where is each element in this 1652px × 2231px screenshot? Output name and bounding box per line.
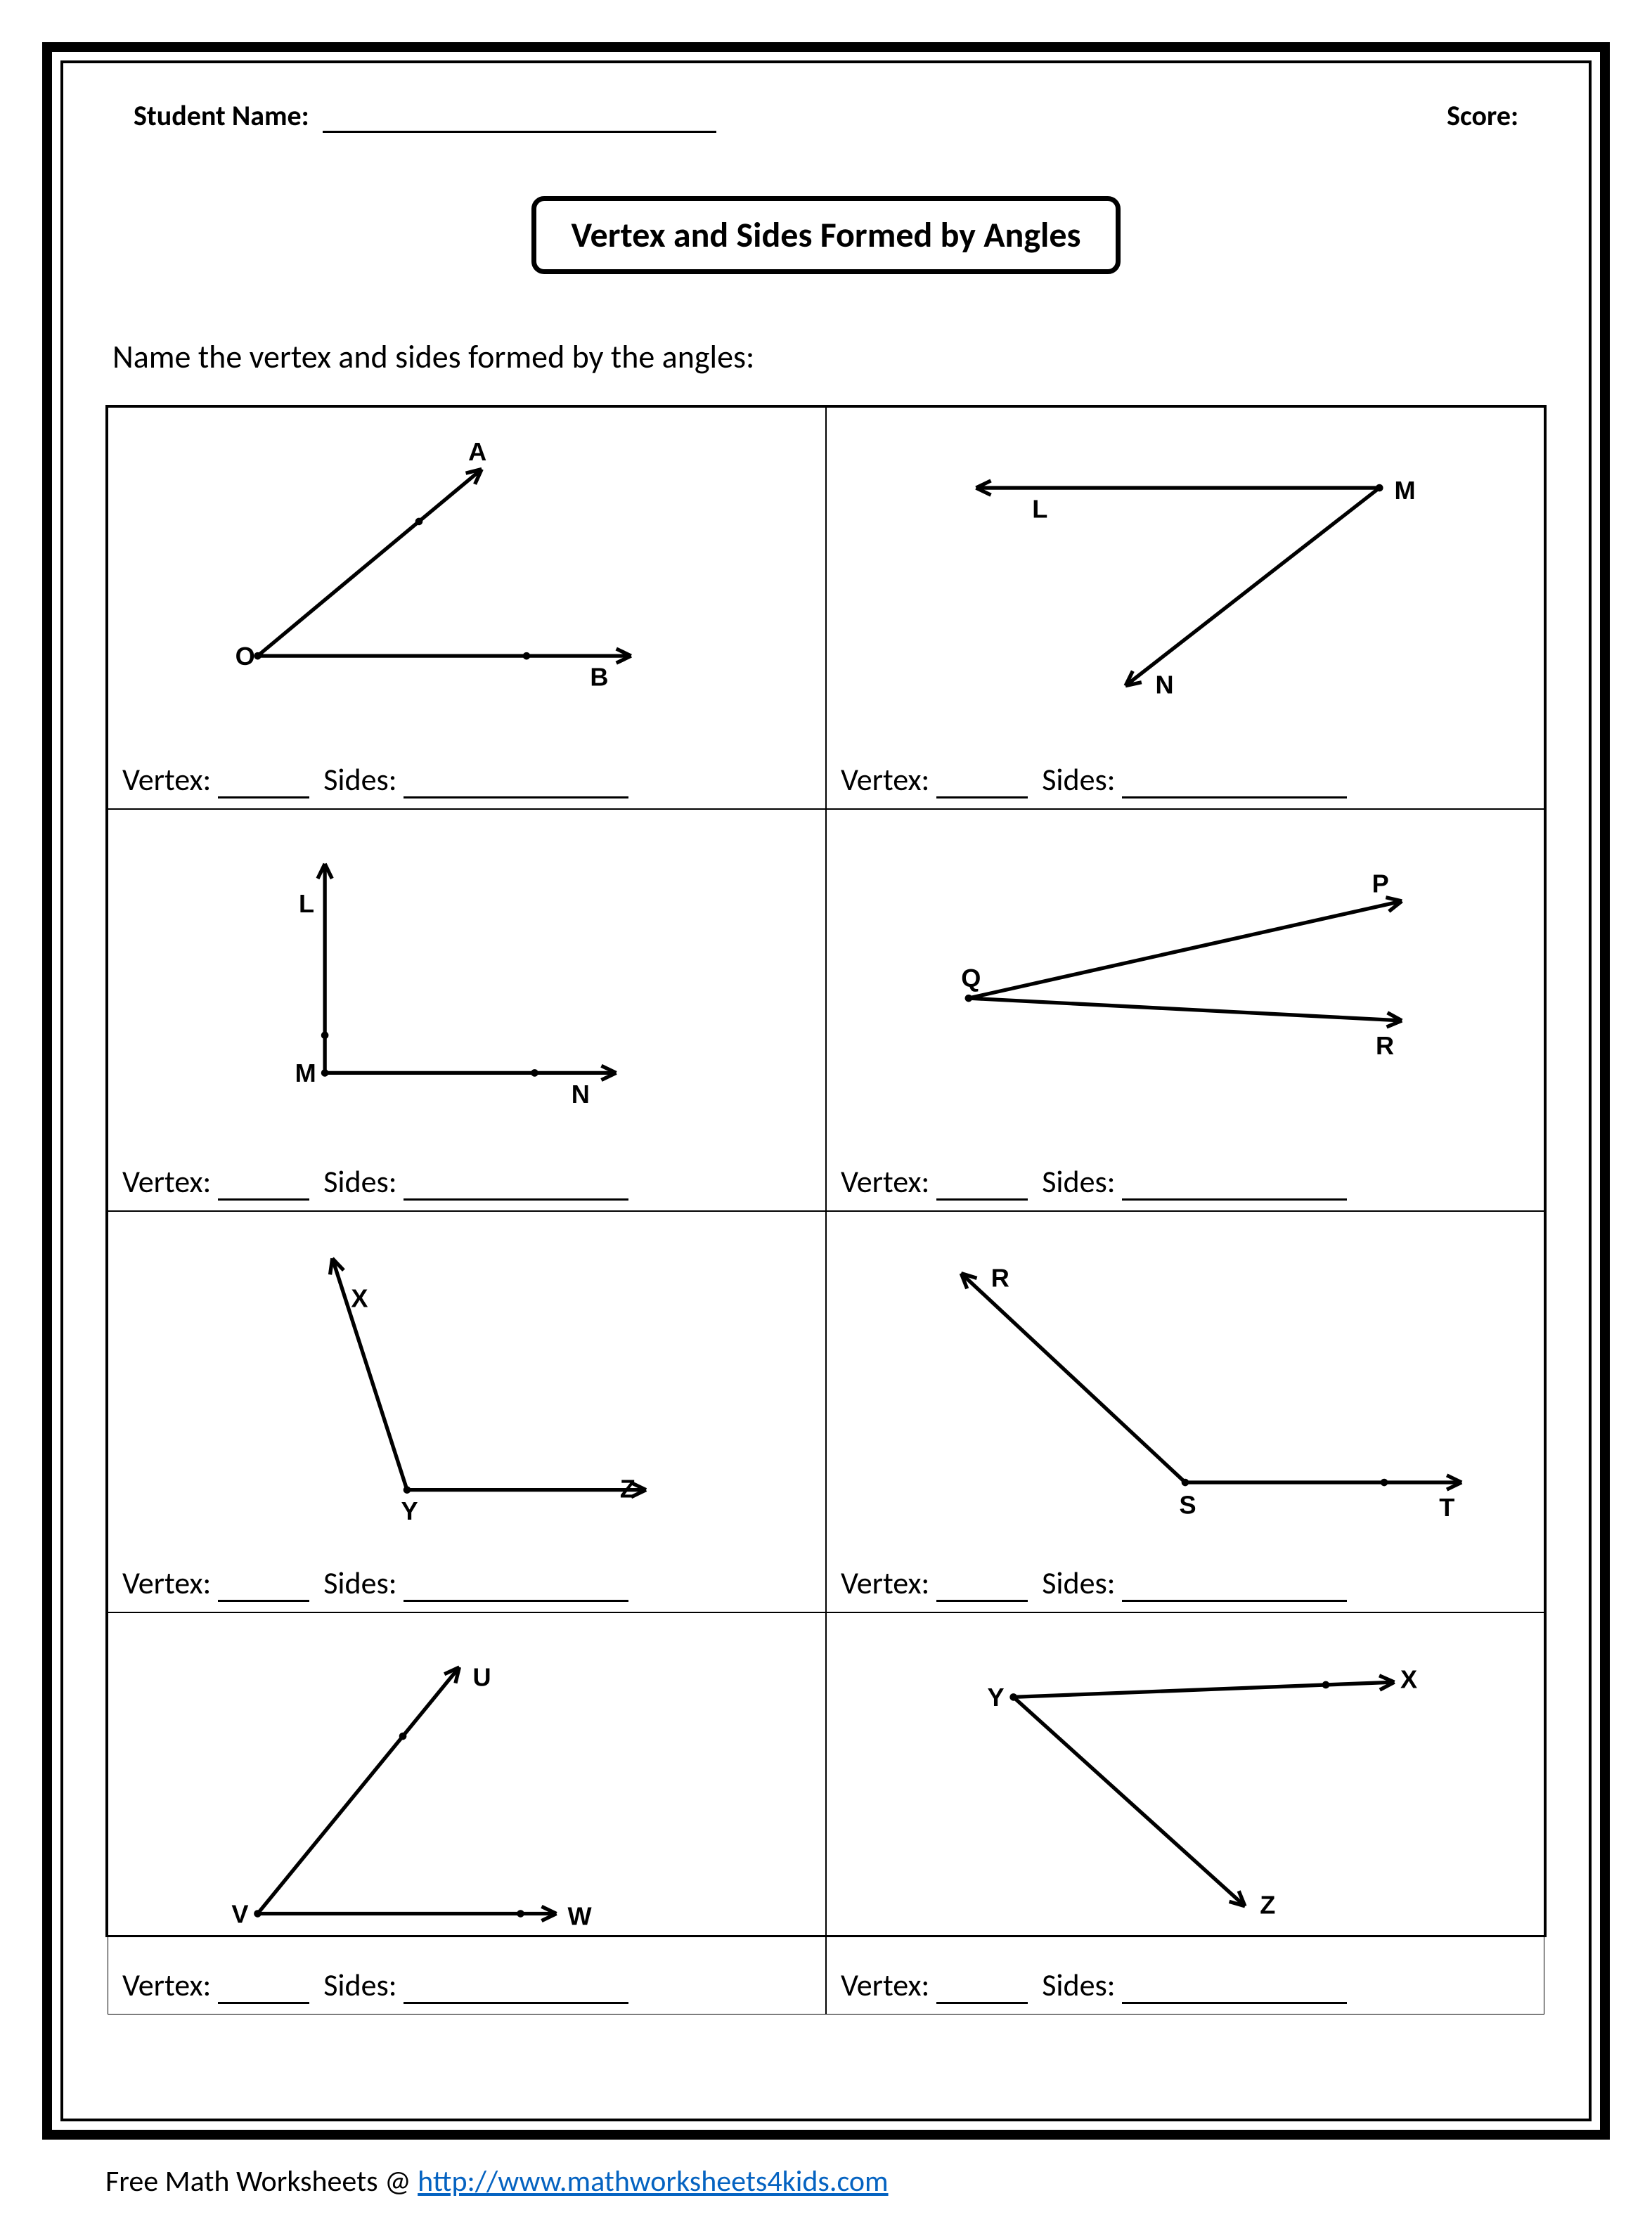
problem-cell: U W V Vertex: Sides: xyxy=(108,1612,826,2015)
student-name-blank[interactable] xyxy=(323,131,716,133)
svg-text:X: X xyxy=(351,1283,368,1312)
sides-label: Sides: xyxy=(323,1564,396,1602)
problem-cell: A B O Vertex: Sides: xyxy=(108,407,826,809)
svg-text:L: L xyxy=(1032,495,1047,524)
svg-text:M: M xyxy=(1395,476,1416,505)
worksheet-page: Student Name: Score: Vertex and Sides Fo… xyxy=(0,0,1652,2231)
vertex-blank[interactable] xyxy=(218,1198,309,1201)
answer-row: Vertex: Sides: xyxy=(108,755,825,808)
vertex-label: Vertex: xyxy=(122,1564,211,1602)
svg-text:B: B xyxy=(590,663,608,692)
footer-link[interactable]: http://www.mathworksheets4kids.com xyxy=(418,2164,888,2199)
svg-text:Q: Q xyxy=(961,964,981,992)
sides-label: Sides: xyxy=(1042,761,1115,798)
answer-row: Vertex: Sides: xyxy=(827,1960,1544,2014)
svg-text:Y: Y xyxy=(401,1496,418,1525)
sides-blank[interactable] xyxy=(404,1600,628,1602)
svg-text:L: L xyxy=(299,889,314,918)
problem-cell: L N M Vertex: Sides: xyxy=(826,407,1544,809)
angle-diagram: X Z Y xyxy=(827,1613,1544,1960)
angle-diagram: X Z Y xyxy=(108,1212,825,1559)
problem-cell: L N M Vertex: Sides: xyxy=(108,809,826,1211)
problem-cell: X Z Y Vertex: Sides: xyxy=(826,1612,1544,2015)
sides-blank[interactable] xyxy=(404,2002,628,2004)
angle-diagram: P R Q xyxy=(827,810,1544,1157)
svg-text:S: S xyxy=(1180,1490,1196,1519)
sides-label: Sides: xyxy=(1042,1163,1115,1201)
worksheet-title: Vertex and Sides Formed by Angles xyxy=(531,196,1121,274)
vertex-label: Vertex: xyxy=(841,1564,929,1602)
vertex-blank[interactable] xyxy=(936,1198,1028,1201)
answer-row: Vertex: Sides: xyxy=(827,1558,1544,1612)
student-name-label: Student Name: xyxy=(134,98,309,133)
svg-text:T: T xyxy=(1439,1492,1454,1521)
angle-diagram: U W V xyxy=(108,1613,825,1960)
vertex-label: Vertex: xyxy=(122,1966,211,2004)
score-label: Score: xyxy=(1447,98,1518,133)
angle-diagram: A B O xyxy=(108,408,825,755)
answer-row: Vertex: Sides: xyxy=(108,1157,825,1210)
svg-text:R: R xyxy=(1376,1031,1394,1060)
svg-text:R: R xyxy=(991,1263,1009,1292)
svg-text:U: U xyxy=(473,1663,491,1692)
svg-text:O: O xyxy=(235,642,255,671)
inner-border: Student Name: Score: Vertex and Sides Fo… xyxy=(60,60,1592,2121)
vertex-blank[interactable] xyxy=(936,796,1028,798)
footer-prefix: Free Math Worksheets @ xyxy=(105,2164,418,2199)
sides-label: Sides: xyxy=(1042,1564,1115,1602)
footer: Free Math Worksheets @ http://www.mathwo… xyxy=(105,2164,889,2199)
problem-cell: X Z Y Vertex: Sides: xyxy=(108,1211,826,1613)
angle-diagram: R T S xyxy=(827,1212,1544,1559)
outer-border: Student Name: Score: Vertex and Sides Fo… xyxy=(42,42,1610,2140)
answer-row: Vertex: Sides: xyxy=(108,1960,825,2014)
vertex-blank[interactable] xyxy=(936,2002,1028,2004)
svg-text:Z: Z xyxy=(620,1474,635,1503)
sides-blank[interactable] xyxy=(404,1198,628,1201)
sides-blank[interactable] xyxy=(404,796,628,798)
vertex-blank[interactable] xyxy=(218,796,309,798)
svg-text:N: N xyxy=(1156,670,1174,699)
sides-label: Sides: xyxy=(323,1163,396,1201)
student-name-field: Student Name: xyxy=(134,98,716,133)
svg-text:V: V xyxy=(231,1900,248,1929)
svg-text:Y: Y xyxy=(987,1683,1004,1712)
vertex-label: Vertex: xyxy=(841,1966,929,2004)
svg-text:X: X xyxy=(1400,1665,1417,1694)
instruction-text: Name the vertex and sides formed by the … xyxy=(105,337,1547,377)
problem-cell: P R Q Vertex: Sides: xyxy=(826,809,1544,1211)
answer-row: Vertex: Sides: xyxy=(108,1558,825,1612)
vertex-label: Vertex: xyxy=(841,761,929,798)
svg-text:M: M xyxy=(295,1059,316,1087)
vertex-label: Vertex: xyxy=(841,1163,929,1201)
vertex-blank[interactable] xyxy=(218,1600,309,1602)
answer-row: Vertex: Sides: xyxy=(827,755,1544,808)
sides-label: Sides: xyxy=(1042,1966,1115,2004)
angle-diagram: L N M xyxy=(827,408,1544,755)
svg-text:P: P xyxy=(1372,869,1389,898)
vertex-blank[interactable] xyxy=(218,2002,309,2004)
svg-text:A: A xyxy=(468,437,486,466)
header-row: Student Name: Score: xyxy=(105,98,1547,133)
svg-text:W: W xyxy=(567,1902,592,1931)
problem-cell: R T S Vertex: Sides: xyxy=(826,1211,1544,1613)
sides-label: Sides: xyxy=(323,761,396,798)
svg-text:N: N xyxy=(572,1080,590,1108)
vertex-label: Vertex: xyxy=(122,1163,211,1201)
svg-text:Z: Z xyxy=(1260,1891,1275,1920)
vertex-blank[interactable] xyxy=(936,1600,1028,1602)
sides-label: Sides: xyxy=(323,1966,396,2004)
sides-blank[interactable] xyxy=(1122,2002,1347,2004)
angle-diagram: L N M xyxy=(108,810,825,1157)
problems-grid: A BO Vertex: Sides: L NM Vertex: Sides: … xyxy=(105,405,1547,1937)
sides-blank[interactable] xyxy=(1122,1600,1347,1602)
answer-row: Vertex: Sides: xyxy=(827,1157,1544,1210)
vertex-label: Vertex: xyxy=(122,761,211,798)
sides-blank[interactable] xyxy=(1122,796,1347,798)
sides-blank[interactable] xyxy=(1122,1198,1347,1201)
